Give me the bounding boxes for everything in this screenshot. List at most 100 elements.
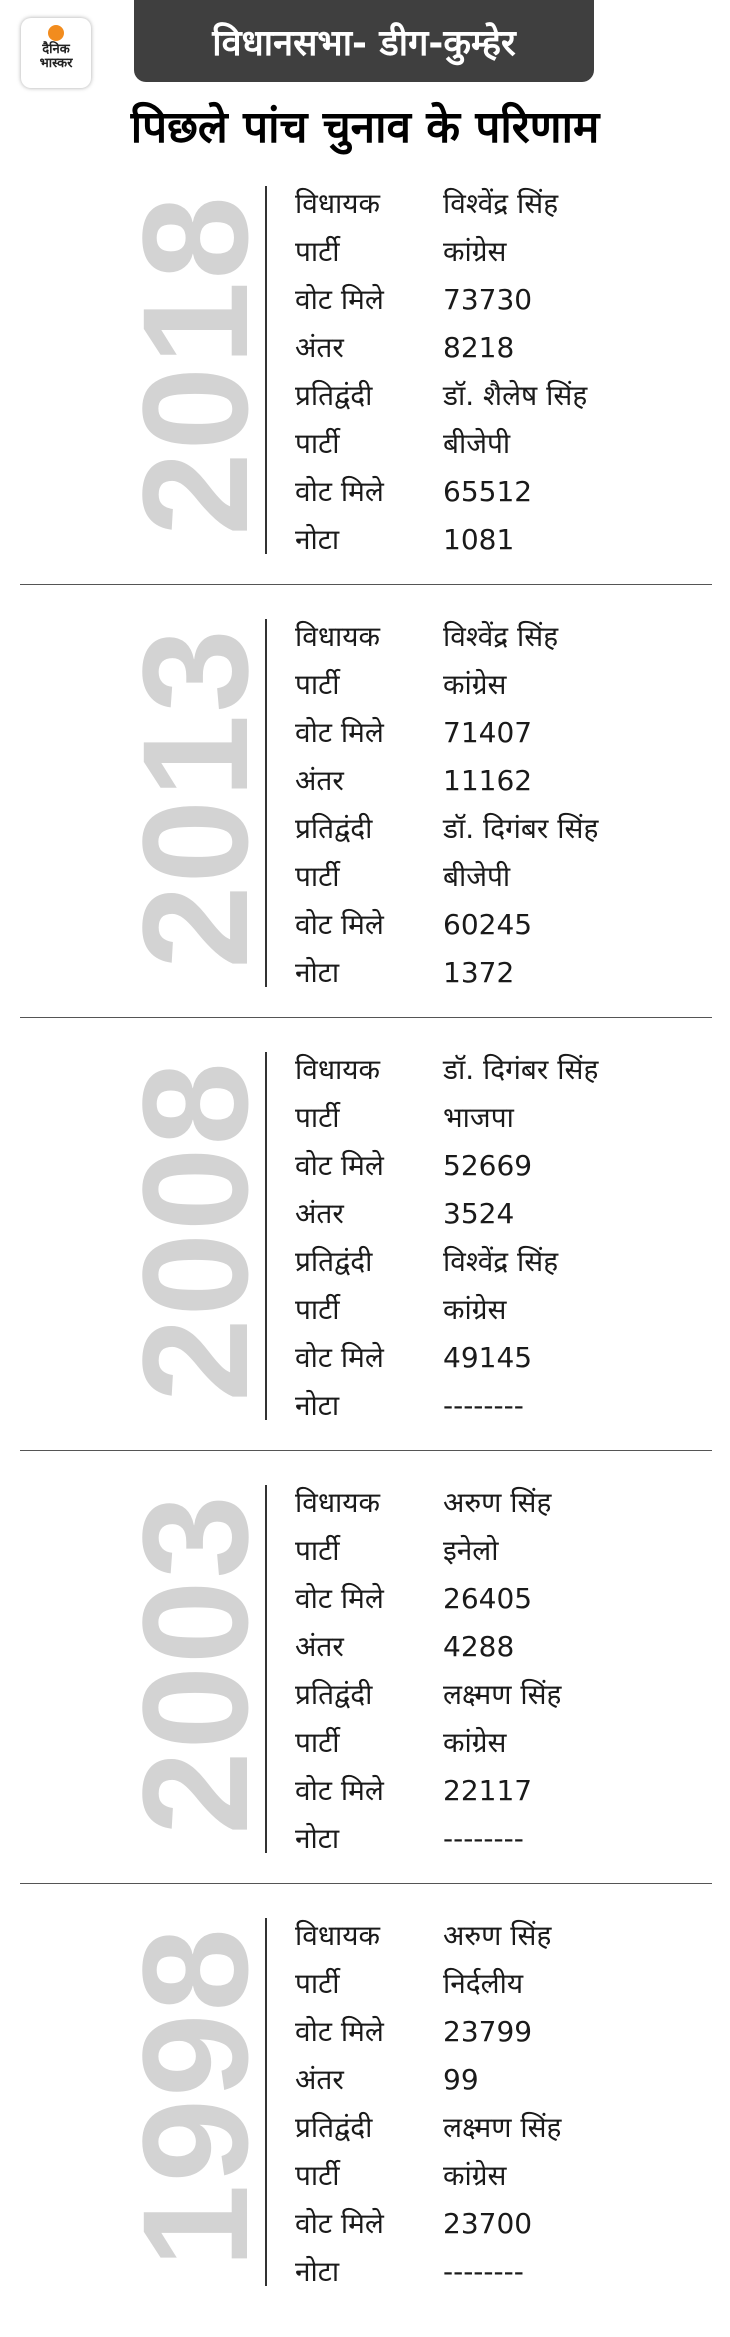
section-divider	[20, 1017, 712, 1018]
row-label: प्रतिद्वंदी	[295, 812, 373, 845]
row-label: प्रतिद्वंदी	[295, 1678, 373, 1711]
result-row: विधायक डॉ. दिगंबर सिंह	[0, 1046, 730, 1094]
row-value: विश्वेंद्र सिंह	[443, 620, 559, 653]
row-value: लक्ष्मण सिंह	[443, 2111, 562, 2144]
result-row: वोट मिले 60245	[0, 901, 730, 949]
row-value: कांग्रेस	[443, 235, 507, 268]
section-divider	[20, 1883, 712, 1884]
result-row: विधायक अरुण सिंह	[0, 1912, 730, 1960]
result-row: वोट मिले 22117	[0, 1767, 730, 1815]
row-label: विधायक	[295, 1053, 381, 1086]
result-row: वोट मिले 26405	[0, 1575, 730, 1623]
row-value: अरुण सिंह	[443, 1486, 552, 1519]
result-row: वोट मिले 65512	[0, 468, 730, 516]
result-row: अंतर 3524	[0, 1190, 730, 1238]
result-row: वोट मिले 23799	[0, 2008, 730, 2056]
result-row: विधायक विश्वेंद्र सिंह	[0, 180, 730, 228]
row-value: 65512	[443, 475, 533, 508]
result-row: पार्टी इनेलो	[0, 1527, 730, 1575]
row-value: 1081	[443, 523, 515, 556]
result-row: विधायक विश्वेंद्र सिंह	[0, 613, 730, 661]
logo-sun-icon	[48, 25, 64, 41]
row-label: विधायक	[295, 187, 381, 220]
row-value: डॉ. दिगंबर सिंह	[443, 1053, 599, 1086]
row-label: प्रतिद्वंदी	[295, 2111, 373, 2144]
election-block-2013: 2013 विधायक विश्वेंद्र सिंह पार्टी कांग्…	[0, 433, 730, 1018]
logo-text-line2: भास्कर	[39, 56, 73, 71]
result-row: अंतर 99	[0, 2056, 730, 2104]
row-value: 8218	[443, 331, 515, 364]
row-label: अंतर	[295, 1630, 344, 1663]
row-value: विश्वेंद्र सिंह	[443, 187, 559, 220]
election-block-2003: 2003 विधायक अरुण सिंह पार्टी इनेलो वोट म…	[0, 1299, 730, 1884]
row-label: विधायक	[295, 1919, 381, 1952]
row-label: विधायक	[295, 620, 381, 653]
row-label: पार्टी	[295, 1726, 340, 1759]
result-row: वोट मिले 52669	[0, 1142, 730, 1190]
result-row: वोट मिले 73730	[0, 276, 730, 324]
section-divider	[20, 584, 712, 585]
result-row: वोट मिले 23700	[0, 2200, 730, 2248]
dainik-bhaskar-logo: दैनिक भास्कर	[21, 18, 91, 88]
logo-text-line1: दैनिक	[42, 42, 70, 57]
row-label: वोट मिले	[295, 1582, 384, 1615]
row-value: डॉ. शैलेष सिंह	[443, 379, 588, 412]
row-label: वोट मिले	[295, 908, 384, 941]
constituency-title: विधानसभा- डीग-कुम्हेर	[134, 0, 594, 82]
result-row: पार्टी भाजपा	[0, 1094, 730, 1142]
row-value: 49145	[443, 1341, 533, 1374]
row-label: वोट मिले	[295, 1341, 384, 1374]
vertical-divider	[265, 1918, 267, 2286]
row-value: 1372	[443, 956, 515, 989]
row-value: विश्वेंद्र सिंह	[443, 1245, 559, 1278]
row-label: विधायक	[295, 1486, 381, 1519]
result-row: प्रतिद्वंदी लक्ष्मण सिंह	[0, 2104, 730, 2152]
row-label: पार्टी	[295, 2159, 340, 2192]
row-label: पार्टी	[295, 1101, 340, 1134]
result-row: पार्टी कांग्रेस	[0, 1286, 730, 1334]
result-row: अंतर 11162	[0, 757, 730, 805]
result-row: पार्टी कांग्रेस	[0, 661, 730, 709]
result-row: पार्टी कांग्रेस	[0, 2152, 730, 2200]
row-value: 99	[443, 2063, 479, 2096]
row-label: वोट मिले	[295, 2207, 384, 2240]
row-value: 73730	[443, 283, 533, 316]
vertical-divider	[265, 186, 267, 554]
row-label: पार्टी	[295, 1967, 340, 2000]
row-label: पार्टी	[295, 860, 340, 893]
vertical-divider	[265, 1485, 267, 1853]
row-value: भाजपा	[443, 1101, 514, 1134]
row-label: नोटा	[295, 956, 340, 989]
row-label: अंतर	[295, 331, 344, 364]
result-row: वोट मिले 49145	[0, 1334, 730, 1382]
row-label: वोट मिले	[295, 1149, 384, 1182]
row-value: 4288	[443, 1630, 515, 1663]
result-row: वोट मिले 71407	[0, 709, 730, 757]
row-value: कांग्रेस	[443, 2159, 507, 2192]
row-label: अंतर	[295, 2063, 344, 2096]
row-value: 60245	[443, 908, 533, 941]
row-value: कांग्रेस	[443, 668, 507, 701]
row-value: 23799	[443, 2015, 533, 2048]
election-block-2018: 2018 विधायक विश्वेंद्र सिंह पार्टी कांग्…	[0, 0, 730, 585]
result-row: नोटा --------	[0, 1382, 730, 1430]
row-label: पार्टी	[295, 427, 340, 460]
row-label: वोट मिले	[295, 283, 384, 316]
row-value: बीजेपी	[443, 427, 511, 460]
election-block-1998: 1998 विधायक अरुण सिंह पार्टी निर्दलीय वो…	[0, 1732, 730, 2288]
row-value: बीजेपी	[443, 860, 511, 893]
row-value: कांग्रेस	[443, 1726, 507, 1759]
row-label: नोटा	[295, 2255, 340, 2288]
result-row: नोटा --------	[0, 1815, 730, 1863]
row-label: नोटा	[295, 523, 340, 556]
row-label: नोटा	[295, 1389, 340, 1422]
result-row: नोटा 1081	[0, 516, 730, 564]
vertical-divider	[265, 1052, 267, 1420]
section-divider	[20, 1450, 712, 1451]
vertical-divider	[265, 619, 267, 987]
row-value: डॉ. दिगंबर सिंह	[443, 812, 599, 845]
row-label: पार्टी	[295, 235, 340, 268]
result-row: प्रतिद्वंदी डॉ. शैलेष सिंह	[0, 372, 730, 420]
row-value: लक्ष्मण सिंह	[443, 1678, 562, 1711]
result-row: विधायक अरुण सिंह	[0, 1479, 730, 1527]
